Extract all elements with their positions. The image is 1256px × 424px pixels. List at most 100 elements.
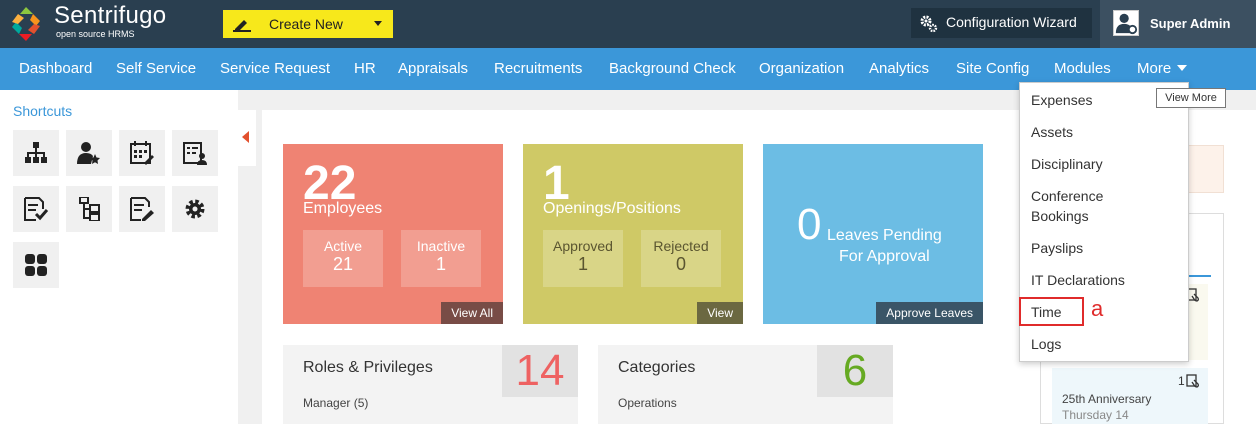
menu-item-time[interactable]: Time — [1031, 304, 1062, 320]
create-new-button[interactable]: Create New — [223, 10, 393, 38]
rejected-label: Rejected — [653, 238, 709, 254]
leaves-card: 0 Leaves Pending For Approval Approve Le… — [763, 144, 983, 324]
view-all-employees-button[interactable]: View All — [441, 302, 503, 324]
nav-hr[interactable]: HR — [354, 60, 376, 77]
collapse-sidebar-toggle[interactable] — [238, 110, 256, 166]
shortcut-org-chart[interactable] — [13, 130, 59, 176]
shortcut-user-star[interactable] — [66, 130, 112, 176]
menu-item-logs[interactable]: Logs — [1031, 336, 1062, 352]
gear-icon — [185, 199, 205, 219]
openings-card: 1 Openings/Positions Approved 1 Rejected… — [523, 144, 743, 324]
highlight-box — [1019, 297, 1084, 326]
shortcuts-title: Shortcuts — [13, 103, 73, 119]
menu-item-disciplinary[interactable]: Disciplinary — [1031, 156, 1103, 172]
chevron-down-icon — [374, 21, 382, 26]
active-label: Active — [323, 238, 363, 254]
shortcut-document-edit[interactable] — [119, 186, 165, 232]
top-bar: Sentrifugo open source HRMS Create New C… — [0, 0, 1256, 48]
leaves-pending-label: Leaves Pending For Approval — [827, 225, 942, 267]
caret-down-icon — [1177, 65, 1188, 71]
categories-panel: Categories 6 Operations — [598, 345, 893, 424]
shortcut-id-card[interactable] — [172, 130, 218, 176]
user-star-icon — [77, 142, 100, 164]
nav-organization[interactable]: Organization — [759, 60, 845, 77]
pen-icon — [233, 20, 251, 32]
create-new-label: Create New — [269, 16, 343, 32]
brand-name: Sentrifugo — [54, 2, 167, 29]
nav-modules[interactable]: Modules — [1054, 60, 1111, 77]
categories-count: 6 — [817, 345, 893, 397]
openings-count: 1 — [543, 157, 570, 210]
anniversary-card: 1 25th Anniversary Thursday 14 — [1052, 368, 1208, 424]
active-employees-box[interactable]: Active 21 — [303, 230, 383, 287]
roles-privileges-panel: Roles & Privileges 14 Manager (5) — [283, 345, 578, 424]
menu-item-conference[interactable]: Conference — [1031, 188, 1104, 204]
approved-value: 1 — [577, 254, 588, 274]
anniversary-date: Thursday 14 — [1062, 408, 1129, 422]
menu-item-bookings[interactable]: Bookings — [1031, 208, 1089, 224]
roles-title: Roles & Privileges — [303, 359, 433, 376]
roles-count: 14 — [502, 345, 578, 397]
user-menu[interactable]: Super Admin — [1100, 0, 1256, 48]
active-value: 21 — [332, 254, 354, 274]
sentrifugo-logo-icon[interactable] — [6, 4, 46, 44]
leaves-line2: For Approval — [839, 248, 930, 265]
nav-site-config[interactable]: Site Config — [956, 60, 1030, 77]
shortcut-calendar[interactable] — [119, 130, 165, 176]
categories-first-item[interactable]: Operations — [618, 396, 677, 410]
inactive-label: Inactive — [416, 238, 466, 254]
nav-appraisals[interactable]: Appraisals — [398, 60, 469, 77]
org-chart-icon — [25, 142, 47, 163]
nav-dashboard[interactable]: Dashboard — [19, 60, 93, 77]
approve-leaves-button[interactable]: Approve Leaves — [876, 302, 983, 324]
nav-background-check[interactable]: Background Check — [609, 60, 736, 77]
configuration-wizard-button[interactable]: Configuration Wizard — [911, 8, 1092, 38]
approved-openings-box[interactable]: Approved 1 — [543, 230, 623, 287]
menu-item-expenses[interactable]: Expenses — [1031, 92, 1093, 108]
id-card-user-icon — [183, 142, 207, 165]
employees-count: 22 — [303, 157, 357, 210]
menu-item-it-declarations[interactable]: IT Declarations — [1031, 272, 1125, 288]
shortcut-settings[interactable] — [172, 186, 218, 232]
rejected-value: 0 — [675, 254, 686, 274]
view-openings-button[interactable]: View — [697, 302, 743, 324]
roles-first-item[interactable]: Manager (5) — [303, 396, 369, 410]
calendar-edit-icon — [130, 141, 154, 165]
leaves-line1: Leaves Pending — [827, 227, 942, 244]
brand-tagline: open source HRMS — [56, 29, 135, 39]
document-edit-icon — [130, 197, 154, 221]
menu-item-payslips[interactable]: Payslips — [1031, 240, 1084, 256]
employees-card: 22 Employees Active 21 Inactive 1 View A… — [283, 144, 503, 324]
employees-label: Employees — [303, 200, 383, 217]
more-dropdown-menu: Expenses Assets Disciplinary Conference … — [1019, 82, 1189, 362]
nav-self-service[interactable]: Self Service — [116, 60, 197, 77]
rejected-openings-box[interactable]: Rejected 0 — [641, 230, 721, 287]
brand[interactable]: Sentrifugo open source HRMS — [54, 2, 167, 40]
nav-more-label: More — [1137, 60, 1172, 77]
anniversary-title: 25th Anniversary — [1062, 392, 1152, 406]
shortcut-tree[interactable] — [66, 186, 112, 232]
anniversary-count: 1 — [1178, 374, 1185, 388]
checklist-icon — [24, 197, 48, 221]
inactive-value: 1 — [435, 254, 446, 274]
shortcut-checklist[interactable] — [13, 186, 59, 232]
nav-analytics[interactable]: Analytics — [869, 60, 930, 77]
menu-item-assets[interactable]: Assets — [1031, 124, 1074, 140]
tree-structure-icon — [79, 197, 100, 221]
user-avatar-icon — [1113, 10, 1139, 36]
inactive-employees-box[interactable]: Inactive 1 — [401, 230, 481, 287]
categories-title: Categories — [618, 359, 696, 376]
shortcuts-panel: Shortcuts — [0, 90, 238, 424]
user-name: Super Admin — [1150, 16, 1231, 31]
nav-recruitments[interactable]: Recruitments — [494, 60, 583, 77]
grid-icon — [25, 254, 47, 276]
shortcut-apps[interactable] — [13, 242, 59, 288]
gears-icon — [920, 15, 938, 33]
annotation-label: a — [1091, 296, 1104, 321]
nav-service-request[interactable]: Service Request — [220, 60, 331, 77]
paperclip-icon[interactable] — [1186, 374, 1200, 388]
view-more-tooltip: View More — [1156, 88, 1226, 108]
leaves-pending-count: 0 — [797, 200, 822, 249]
nav-more[interactable]: More — [1137, 60, 1188, 77]
openings-label: Openings/Positions — [543, 200, 681, 217]
